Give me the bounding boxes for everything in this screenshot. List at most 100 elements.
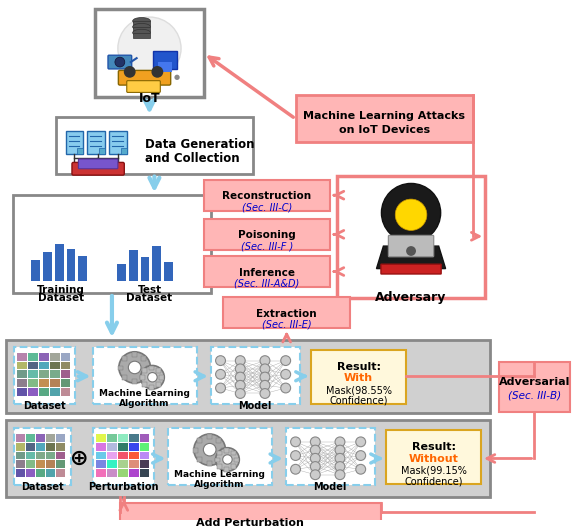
FancyBboxPatch shape <box>66 130 84 154</box>
FancyBboxPatch shape <box>93 347 197 404</box>
Circle shape <box>406 246 416 256</box>
Circle shape <box>356 450 365 461</box>
Text: (Sec. III-A&D): (Sec. III-A&D) <box>234 278 299 288</box>
FancyBboxPatch shape <box>95 9 204 98</box>
FancyBboxPatch shape <box>158 62 172 72</box>
Bar <box>28 353 38 360</box>
Bar <box>16 434 25 442</box>
Circle shape <box>118 17 181 80</box>
Bar <box>61 361 71 369</box>
Bar <box>153 246 161 281</box>
FancyBboxPatch shape <box>133 33 150 38</box>
Circle shape <box>395 199 427 231</box>
Text: (Sec. III-C): (Sec. III-C) <box>242 202 292 212</box>
FancyBboxPatch shape <box>389 235 434 257</box>
Circle shape <box>260 356 270 366</box>
Circle shape <box>310 470 320 480</box>
FancyBboxPatch shape <box>127 81 160 92</box>
Bar <box>150 385 154 390</box>
Text: ⊕: ⊕ <box>70 448 89 469</box>
Bar <box>39 353 49 360</box>
Bar <box>61 370 71 378</box>
Bar <box>122 356 127 361</box>
Bar <box>56 452 64 460</box>
Text: Data Generation: Data Generation <box>144 138 254 152</box>
Circle shape <box>310 462 320 471</box>
Bar <box>17 388 27 396</box>
Bar <box>46 452 55 460</box>
Bar <box>28 370 38 378</box>
Bar <box>67 249 75 281</box>
FancyBboxPatch shape <box>133 21 150 26</box>
FancyBboxPatch shape <box>109 130 127 154</box>
Bar <box>26 443 35 450</box>
FancyBboxPatch shape <box>14 428 71 485</box>
Text: Machine Learning: Machine Learning <box>174 470 265 479</box>
Bar <box>140 452 150 460</box>
Bar <box>118 443 128 450</box>
Bar <box>28 361 38 369</box>
Bar <box>117 264 126 281</box>
Bar <box>43 252 52 281</box>
Text: (Sec. III-E): (Sec. III-E) <box>262 320 311 330</box>
FancyBboxPatch shape <box>118 70 171 85</box>
Bar <box>118 366 123 370</box>
Circle shape <box>204 444 216 456</box>
Bar <box>142 356 146 361</box>
Bar <box>118 452 128 460</box>
Bar <box>78 256 87 281</box>
Bar <box>50 388 60 396</box>
FancyBboxPatch shape <box>93 428 154 485</box>
FancyBboxPatch shape <box>13 195 211 293</box>
FancyBboxPatch shape <box>153 51 177 69</box>
Bar <box>118 461 128 469</box>
Bar <box>36 443 45 450</box>
Bar <box>129 452 139 460</box>
Bar <box>157 382 161 387</box>
Circle shape <box>194 434 226 465</box>
Bar <box>206 434 212 439</box>
Bar <box>118 469 128 477</box>
Bar <box>107 452 117 460</box>
Circle shape <box>310 445 320 455</box>
Ellipse shape <box>133 23 150 30</box>
Text: Result:: Result: <box>337 361 380 372</box>
FancyBboxPatch shape <box>133 27 150 32</box>
FancyBboxPatch shape <box>286 428 375 485</box>
Text: Perturbation: Perturbation <box>89 482 159 492</box>
Bar <box>224 467 230 472</box>
Bar <box>107 443 117 450</box>
Bar <box>146 366 150 370</box>
Bar <box>132 379 137 384</box>
Circle shape <box>148 373 157 382</box>
Text: Algorithm: Algorithm <box>119 399 170 408</box>
Circle shape <box>281 356 291 366</box>
Circle shape <box>382 183 441 242</box>
Text: Dataset: Dataset <box>21 482 64 492</box>
Circle shape <box>335 445 345 455</box>
Circle shape <box>291 437 300 447</box>
Text: Add Perturbation: Add Perturbation <box>196 518 304 528</box>
FancyBboxPatch shape <box>14 347 75 404</box>
Bar <box>142 375 146 380</box>
Text: With: With <box>344 373 374 383</box>
Text: Reconstruction: Reconstruction <box>222 191 311 201</box>
FancyBboxPatch shape <box>87 130 105 154</box>
FancyBboxPatch shape <box>121 148 127 154</box>
Bar <box>129 469 139 477</box>
Circle shape <box>281 383 291 393</box>
FancyBboxPatch shape <box>78 159 118 169</box>
Bar <box>26 469 35 477</box>
Bar <box>39 379 49 387</box>
Bar <box>224 448 230 453</box>
Bar <box>55 244 64 281</box>
Circle shape <box>235 356 245 366</box>
Circle shape <box>119 352 150 383</box>
Bar <box>150 366 154 370</box>
Bar <box>39 361 49 369</box>
Bar <box>218 450 223 455</box>
Bar <box>36 452 45 460</box>
Bar <box>39 388 49 396</box>
Bar <box>164 63 168 68</box>
Circle shape <box>235 372 245 382</box>
